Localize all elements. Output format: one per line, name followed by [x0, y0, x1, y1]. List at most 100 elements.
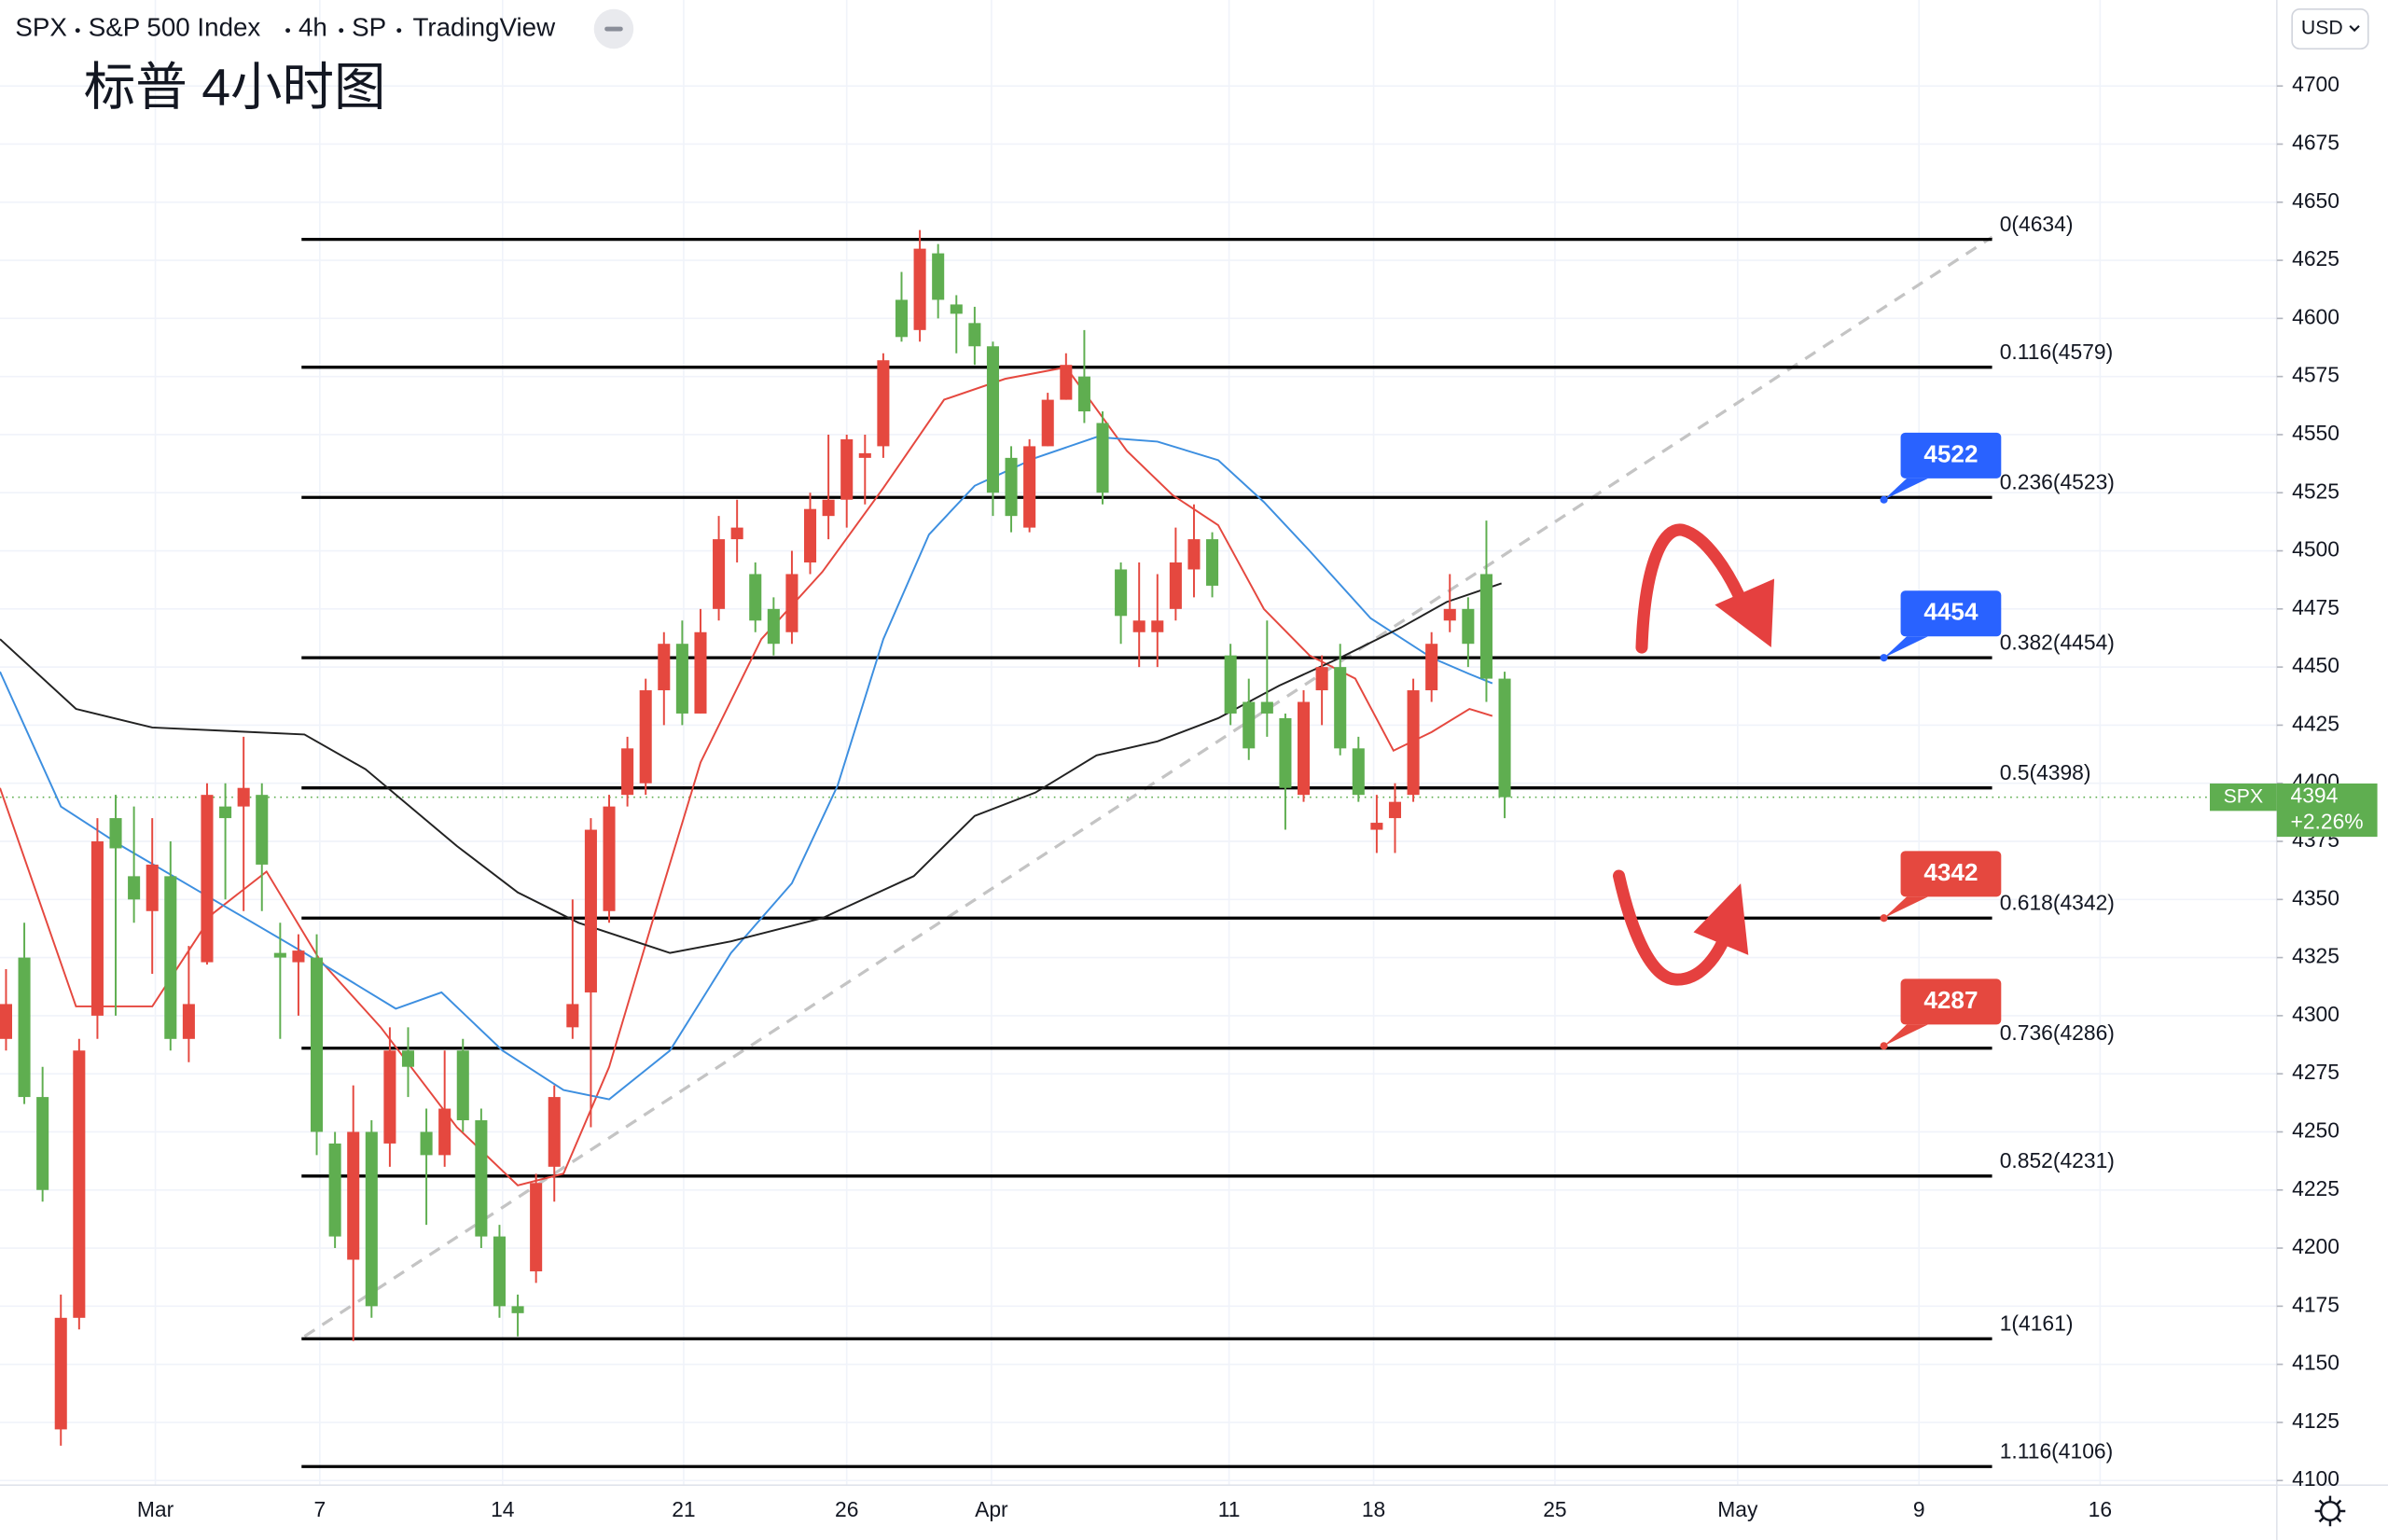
grid [0, 0, 2277, 1486]
fib-label: 0.382(4454) [2000, 630, 2115, 654]
callout-box [1900, 590, 2002, 637]
candle-body [493, 1236, 506, 1307]
y-tick-label: 4250 [2292, 1117, 2339, 1142]
candle-body [1132, 620, 1145, 632]
separator [75, 28, 80, 34]
y-tick-label: 4125 [2292, 1408, 2339, 1433]
x-tick-label: 21 [672, 1497, 695, 1521]
fib-label: 0.852(4231) [2000, 1148, 2115, 1172]
callout-box [1900, 851, 2002, 897]
x-tick-label: 18 [1362, 1497, 1385, 1521]
candle-body [1243, 701, 1256, 749]
candle-body [1041, 399, 1054, 447]
candle-body [182, 1004, 195, 1039]
candle-body [713, 539, 726, 609]
arrow-down-annotation [1635, 523, 1775, 654]
last-price-box [2276, 783, 2378, 838]
candle-body [1096, 423, 1109, 493]
candle-body [1206, 539, 1219, 586]
currency-button-bg[interactable] [2291, 7, 2369, 50]
candle-body [256, 795, 269, 865]
candle-body [128, 876, 141, 900]
candle-body [675, 644, 688, 714]
candle-body [1279, 717, 1292, 788]
y-tick-label: 4425 [2292, 711, 2339, 735]
candle-body [1370, 823, 1383, 830]
candle-body [1498, 678, 1511, 798]
candle-body [1169, 562, 1182, 609]
collapse-button[interactable] [593, 8, 634, 49]
y-tick-label: 4275 [2292, 1060, 2339, 1084]
y-tick-label: 4350 [2292, 885, 2339, 909]
x-tick-label: Apr [975, 1497, 1008, 1521]
separator [396, 28, 402, 34]
y-tick-label: 4175 [2292, 1292, 2339, 1316]
separator [285, 28, 291, 34]
chart-title: 标普 4小时图 [84, 59, 386, 117]
y-tick-label: 4150 [2292, 1351, 2339, 1375]
y-tick-label: 4600 [2292, 304, 2339, 328]
fib-label: 1(4161) [2000, 1311, 2074, 1336]
arrow-curve [1612, 869, 1733, 986]
x-tick-label: Mar [137, 1497, 174, 1521]
candle-body [219, 806, 232, 819]
y-tick-label: 4550 [2292, 421, 2339, 445]
x-tick-label: 14 [491, 1497, 515, 1521]
last-price-symbol: SPX [2224, 785, 2263, 807]
candle-body [73, 1050, 86, 1318]
fib-label: 0.236(4523) [2000, 470, 2115, 494]
y-tick-label: 4700 [2292, 72, 2339, 96]
candle-body [1260, 701, 1273, 714]
candle-body [1443, 608, 1456, 621]
interval: 4h [298, 12, 327, 41]
candle-body [1352, 748, 1365, 796]
settings-button[interactable] [2314, 1495, 2346, 1527]
moving-average-line [0, 582, 1502, 954]
y-tick-label: 4525 [2292, 479, 2339, 503]
y-tick-label: 4225 [2292, 1176, 2339, 1200]
callout-label: 4454 [1923, 598, 1978, 626]
candle-body [877, 360, 890, 447]
candle-body [146, 864, 159, 911]
candle-body [803, 508, 817, 562]
candle-body [822, 499, 835, 517]
candle-body [1151, 620, 1164, 632]
callout-box [1900, 978, 2002, 1025]
candle-body [18, 957, 31, 1098]
candle-body [584, 829, 597, 992]
candle-body [1224, 655, 1237, 714]
candle-body [347, 1131, 360, 1260]
separator [339, 28, 344, 34]
callout-label: 4342 [1923, 858, 1978, 886]
candle-body [1077, 376, 1090, 412]
y-tick-label: 4675 [2292, 131, 2339, 155]
callout-anchor [1880, 495, 1888, 504]
callout-label: 4522 [1923, 439, 1978, 467]
candle-body [785, 574, 798, 632]
candle-body [420, 1131, 433, 1156]
candle-body [54, 1317, 67, 1430]
candle-body [0, 1004, 12, 1039]
callout-pointer [1883, 896, 1928, 919]
candle-body [530, 1183, 543, 1271]
last-price-symbol-box [2209, 783, 2277, 812]
candle-body [913, 248, 926, 330]
currency-button[interactable]: USD [2291, 7, 2369, 50]
callout-anchor [1880, 654, 1888, 662]
candle-body [1425, 644, 1438, 691]
candle-body [292, 950, 305, 963]
x-tick-label: 7 [314, 1497, 326, 1521]
arrow-up-annotation [1612, 869, 1749, 986]
candle-body [694, 631, 707, 714]
candle-body [1005, 457, 1018, 517]
last-price-label: 4394 [2291, 784, 2339, 808]
candle-body [201, 795, 214, 963]
candle-body [658, 644, 671, 691]
candle-body [548, 1097, 561, 1167]
candle-body [986, 346, 999, 493]
candle-body [475, 1120, 488, 1237]
candle-body [164, 876, 177, 1039]
x-tick-label: May [1717, 1497, 1758, 1521]
fib-label: 0.116(4579) [2000, 340, 2114, 364]
